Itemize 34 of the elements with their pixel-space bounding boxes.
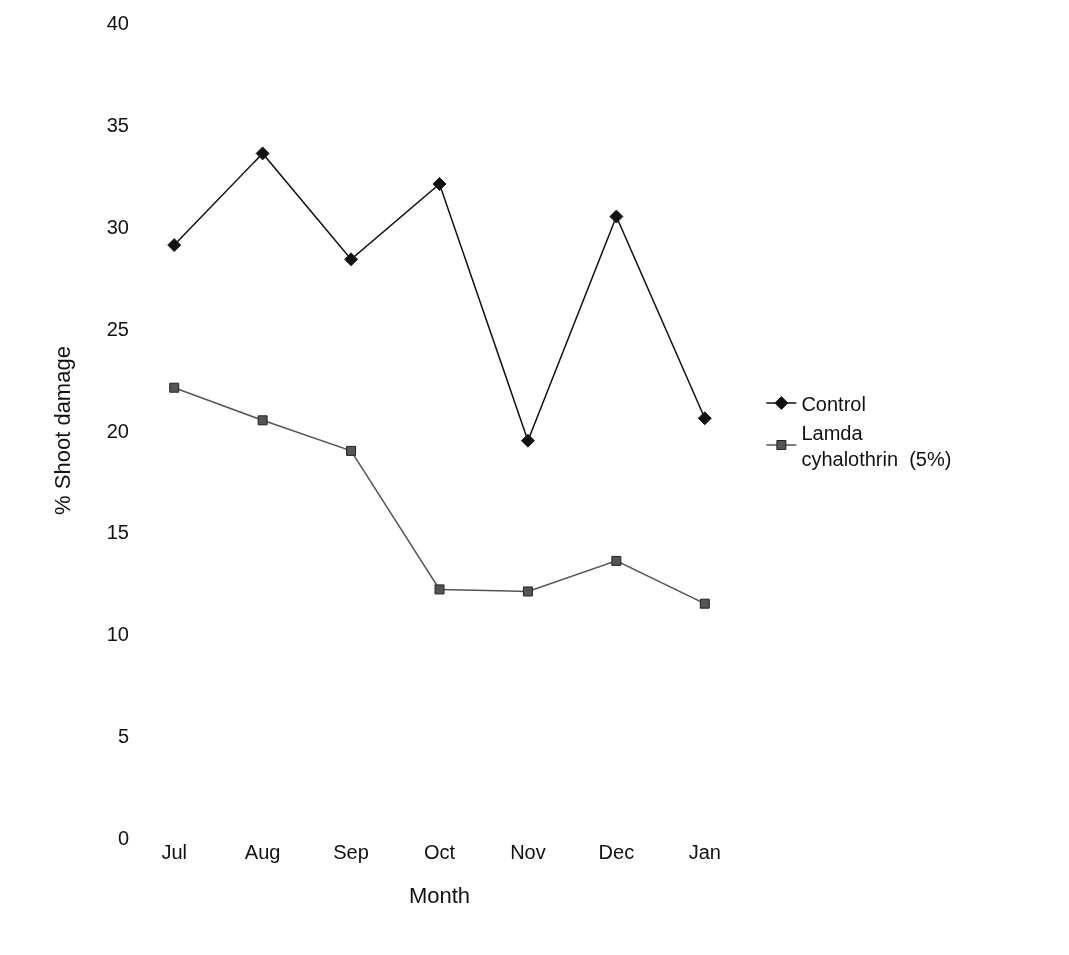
x-tick-label: Jul: [161, 841, 187, 863]
y-tick-label: 40: [106, 12, 129, 34]
point: [346, 445, 357, 456]
y-tick-label: 35: [106, 113, 129, 136]
point: [522, 586, 533, 597]
legend-label: Lamda cyhalothrin (5%): [801, 421, 952, 470]
x-tick-label: Aug: [244, 841, 281, 863]
y-tick-label: 10: [106, 623, 129, 646]
y-tick-label: 0: [117, 827, 129, 849]
point: [255, 146, 270, 161]
point: [344, 252, 359, 267]
legend-label: Control: [801, 392, 866, 415]
point: [611, 555, 622, 566]
point: [434, 584, 445, 595]
point: [520, 433, 535, 448]
point: [609, 209, 624, 224]
x-tick-label: Sep: [333, 841, 369, 863]
x-tick-label: Dec: [598, 841, 635, 863]
y-tick-label: 25: [106, 317, 129, 340]
point: [699, 598, 710, 609]
y-tick-label: 5: [117, 725, 129, 748]
point: [169, 382, 180, 393]
point: [257, 415, 268, 426]
x-tick-label: Oct: [423, 841, 456, 863]
point: [432, 176, 447, 191]
x-tick-label: Jan: [688, 841, 721, 863]
y-tick-label: 30: [106, 215, 129, 238]
y-axis-title: % Shoot damage: [49, 346, 75, 515]
point: [167, 238, 182, 253]
x-axis-title: Month: [408, 882, 471, 908]
x-tick-label: Nov: [510, 841, 546, 863]
point: [697, 411, 712, 426]
y-tick-label: 20: [106, 419, 129, 442]
y-tick-label: 15: [106, 521, 129, 544]
